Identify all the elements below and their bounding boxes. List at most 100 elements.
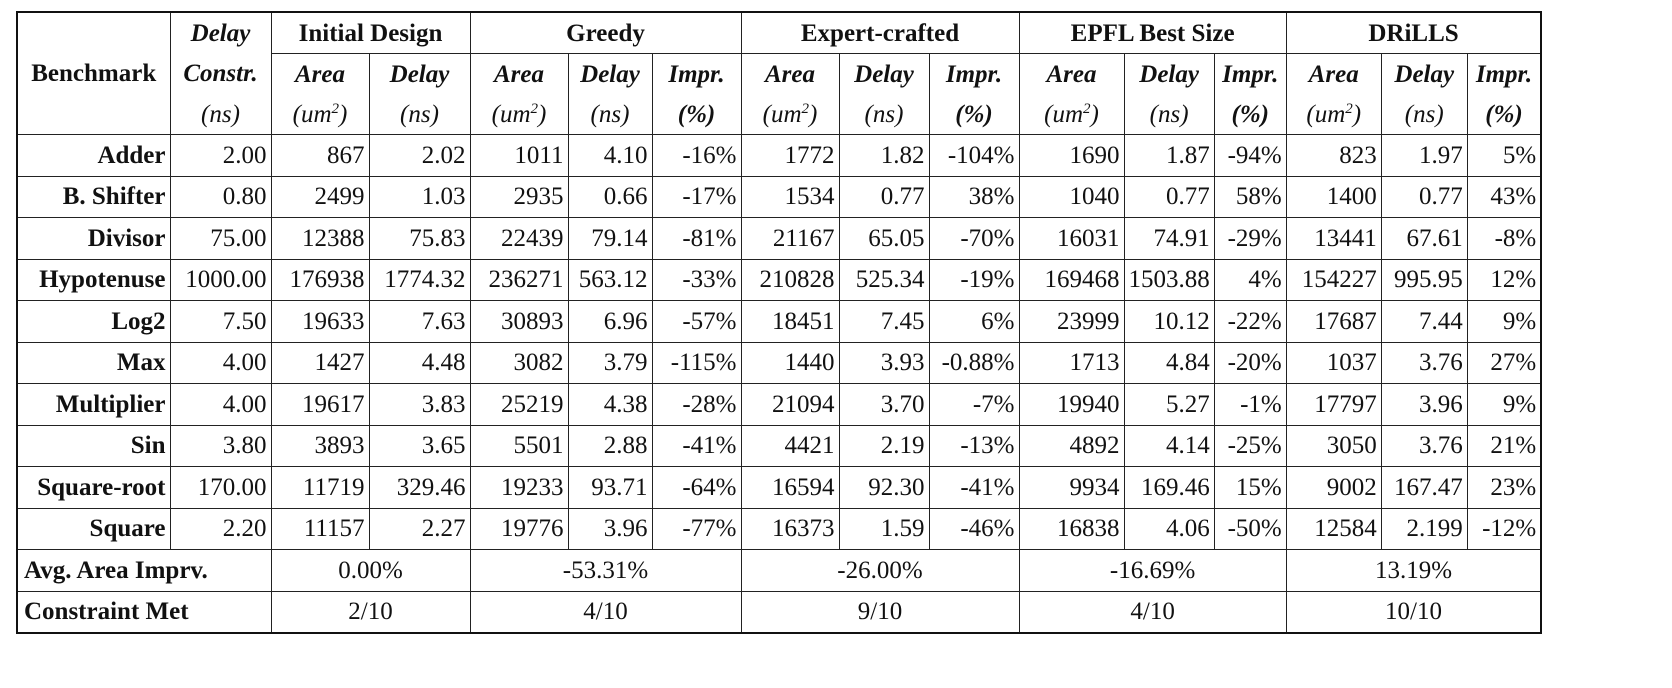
table-cell: 7.45 (838, 300, 930, 343)
table-cell: -94% (1213, 134, 1287, 177)
drills-header: DRiLLS (1285, 11, 1542, 54)
delay-header: Delay (567, 53, 653, 94)
table-cell: 43% (1466, 175, 1542, 218)
benchmark-name: B. Shifter (16, 175, 171, 218)
table-cell: 58% (1213, 175, 1287, 218)
table-cell: 3082 (469, 341, 569, 384)
table-cell: 167.47 (1380, 466, 1468, 509)
summary-value: 10/10 (1285, 590, 1542, 634)
table-cell: 7.44 (1380, 300, 1468, 343)
table-cell: -41% (651, 424, 742, 467)
results-table: Benchmark Delay Initial Design Greedy Ex… (16, 11, 1543, 634)
benchmark-header: Benchmark (16, 11, 171, 135)
table-cell: -0.88% (928, 341, 1020, 384)
table-cell: 16373 (740, 507, 840, 550)
table-cell: 25219 (469, 383, 569, 426)
table-cell: 2.19 (838, 424, 930, 467)
impr-header: Impr. (1466, 53, 1542, 94)
table-cell: -115% (651, 341, 742, 384)
table-cell: 3.79 (567, 341, 653, 384)
table-cell: 27% (1466, 341, 1542, 384)
table-cell: 16838 (1018, 507, 1125, 550)
table-cell: 74.91 (1123, 217, 1215, 260)
table-cell: 154227 (1285, 258, 1382, 301)
table-cell: 4.14 (1123, 424, 1215, 467)
table-cell: 65.05 (838, 217, 930, 260)
table-cell: 6% (928, 300, 1020, 343)
table-cell: 3.65 (368, 424, 471, 467)
table-cell: 3.96 (567, 507, 653, 550)
table-cell: 2935 (469, 175, 569, 218)
summary-value: -53.31% (469, 549, 742, 592)
impr-header: Impr. (1213, 53, 1287, 94)
table-cell: 3.83 (368, 383, 471, 426)
table-cell: 23% (1466, 466, 1542, 509)
table-cell: 11157 (270, 507, 370, 550)
summary-value: 4/10 (469, 590, 742, 634)
table-cell: 169468 (1018, 258, 1125, 301)
table-cell: 4.00 (169, 341, 272, 384)
table-cell: 1011 (469, 134, 569, 177)
summary-value: -26.00% (740, 549, 1020, 592)
table-cell: -7% (928, 383, 1020, 426)
table-cell: 12% (1466, 258, 1542, 301)
table-cell: 23999 (1018, 300, 1125, 343)
table-cell: 1713 (1018, 341, 1125, 384)
table-cell: 4% (1213, 258, 1287, 301)
table-cell: 13441 (1285, 217, 1382, 260)
table-cell: 92.30 (838, 466, 930, 509)
summary-value: -16.69% (1018, 549, 1287, 592)
delay-unit: (ns) (368, 94, 471, 135)
table-cell: 525.34 (838, 258, 930, 301)
table-cell: 1.87 (1123, 134, 1215, 177)
table-cell: 1.03 (368, 175, 471, 218)
table-cell: 19233 (469, 466, 569, 509)
summary-value: 9/10 (740, 590, 1020, 634)
table-cell: -22% (1213, 300, 1287, 343)
table-cell: 4.48 (368, 341, 471, 384)
table-cell: 3050 (1285, 424, 1382, 467)
table-cell: 563.12 (567, 258, 653, 301)
table-cell: 6.96 (567, 300, 653, 343)
table-cell: 169.46 (1123, 466, 1215, 509)
table-cell: -81% (651, 217, 742, 260)
table-cell: 170.00 (169, 466, 272, 509)
header-row-units: (ns) (um2) (ns) (um2) (ns) (%) (um2) (ns) (%) (u… (17, 94, 1542, 135)
table-cell: 210828 (740, 258, 840, 301)
impr-header: Impr. (928, 53, 1020, 94)
benchmark-name: Sin (16, 424, 171, 467)
area-header: Area (1285, 53, 1382, 94)
table-cell: 1427 (270, 341, 370, 384)
table-cell: 1000.00 (169, 258, 272, 301)
table-cell: -28% (651, 383, 742, 426)
table-cell: 4.38 (567, 383, 653, 426)
area-unit: (um2) (469, 94, 569, 135)
impr-unit: (%) (928, 94, 1020, 135)
delay-unit: (ns) (1380, 94, 1468, 135)
table-row: Divisor 75.00 12388 75.83 22439 79.14 -81% 2116… (16, 217, 1542, 260)
table-cell: 0.80 (169, 175, 272, 218)
table-cell: 21094 (740, 383, 840, 426)
delay-header: Delay (1123, 53, 1215, 94)
table-cell: 75.00 (169, 217, 272, 260)
table-cell: 4892 (1018, 424, 1125, 467)
impr-unit: (%) (1213, 94, 1287, 135)
table-cell: 1400 (1285, 175, 1382, 218)
table-footer: Avg. Area Imprv. 0.00% -53.31% -26.00% -16.6… (16, 549, 1542, 634)
table-cell: 7.63 (368, 300, 471, 343)
area-header: Area (1018, 53, 1125, 94)
table-cell: 93.71 (567, 466, 653, 509)
table-cell: 1.82 (838, 134, 930, 177)
area-header: Area (469, 53, 569, 94)
table-row: B. Shifter 0.80 2499 1.03 2935 0.66 -17% 1534 0.… (16, 175, 1542, 218)
table-cell: 1037 (1285, 341, 1382, 384)
table-cell: 15% (1213, 466, 1287, 509)
table-cell: 21167 (740, 217, 840, 260)
table-cell: -1% (1213, 383, 1287, 426)
table-cell: 12388 (270, 217, 370, 260)
delay-header: Delay (838, 53, 930, 94)
delay-header: Delay (368, 53, 471, 94)
table-cell: -13% (928, 424, 1020, 467)
table-cell: 9934 (1018, 466, 1125, 509)
area-unit: (um2) (1018, 94, 1125, 135)
